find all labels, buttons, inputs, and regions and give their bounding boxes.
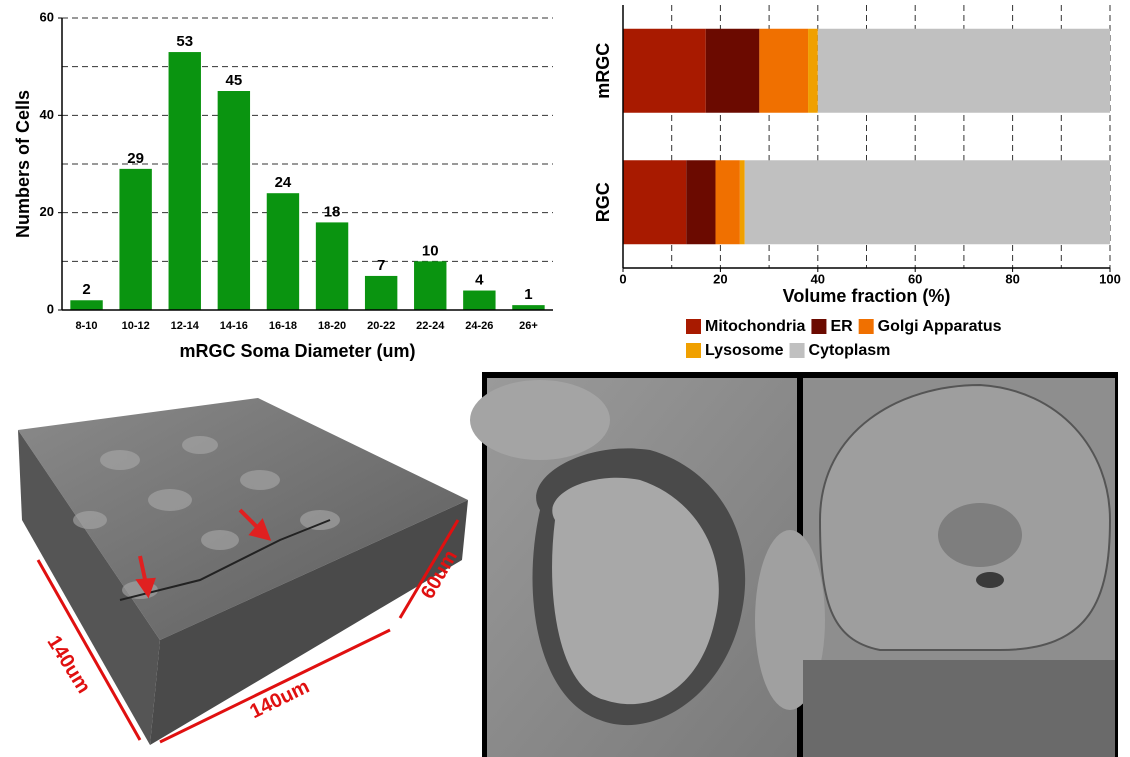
- bar-segment: [716, 160, 740, 244]
- x-tick-label: 12-14: [171, 320, 200, 332]
- bar: [70, 300, 102, 310]
- figure: 140um 140um 60um 020406028-102910-125312…: [0, 0, 1130, 757]
- value-label: 45: [226, 72, 243, 89]
- y-tick-label: 20: [40, 204, 54, 219]
- x-tick-label: 20-22: [367, 320, 395, 332]
- x-tick-label: 14-16: [220, 320, 248, 332]
- x-tick-label: 40: [811, 271, 825, 286]
- value-label: 18: [324, 203, 341, 220]
- x-axis-label: Volume fraction (%): [783, 286, 951, 306]
- bar: [316, 222, 348, 310]
- value-label: 10: [422, 242, 439, 259]
- bar-segment: [759, 29, 808, 113]
- x-tick-label: 100: [1099, 271, 1121, 286]
- legend-swatch: [790, 343, 805, 358]
- y-tick-label: 0: [47, 301, 54, 316]
- value-label: 1: [524, 286, 532, 303]
- bar: [267, 193, 299, 310]
- x-tick-label: 24-26: [465, 320, 493, 332]
- legend-swatch: [686, 343, 701, 358]
- x-tick-label: 22-24: [416, 320, 445, 332]
- x-tick-label: 8-10: [76, 320, 98, 332]
- legend-swatch: [686, 319, 701, 334]
- bar-segment: [808, 29, 818, 113]
- bar-segment: [745, 160, 1110, 244]
- bar: [218, 91, 250, 310]
- bar-segment: [623, 29, 706, 113]
- x-axis-label: mRGC Soma Diameter (um): [179, 341, 415, 361]
- y-tick-label: RGC: [593, 182, 613, 222]
- x-tick-label: 18-20: [318, 320, 346, 332]
- legend-swatch: [811, 319, 826, 334]
- x-tick-label: 10-12: [122, 320, 150, 332]
- volume-render: [18, 398, 468, 745]
- x-tick-label: 20: [713, 271, 727, 286]
- value-label: 7: [377, 257, 385, 274]
- em-images: [470, 372, 1118, 757]
- x-tick-label: 16-18: [269, 320, 297, 332]
- x-tick-label: 80: [1005, 271, 1019, 286]
- legend-label: Golgi Apparatus: [878, 318, 1002, 335]
- bar-segment: [706, 29, 760, 113]
- bar: [119, 169, 151, 310]
- value-label: 4: [475, 272, 484, 289]
- bar-segment: [686, 160, 715, 244]
- legend-label: Lysosome: [705, 342, 784, 359]
- bar: [414, 261, 446, 310]
- value-label: 24: [275, 174, 292, 191]
- value-label: 53: [176, 33, 193, 50]
- bar-segment: [740, 160, 745, 244]
- bar: [169, 52, 201, 310]
- legend-label: ER: [830, 318, 853, 335]
- legend-label: Cytoplasm: [809, 342, 891, 359]
- value-label: 2: [82, 281, 90, 298]
- y-tick-label: 60: [40, 9, 54, 24]
- x-tick-label: 60: [908, 271, 922, 286]
- legend-swatch: [859, 319, 874, 334]
- bar: [365, 276, 397, 310]
- y-axis-label: Numbers of Cells: [13, 90, 33, 238]
- x-tick-label: 26+: [519, 320, 538, 332]
- bar-segment: [623, 160, 686, 244]
- depth-label: 140um: [42, 632, 94, 697]
- x-tick-label: 0: [619, 271, 626, 286]
- bar: [463, 291, 495, 310]
- y-tick-label: mRGC: [593, 43, 613, 99]
- bar-segment: [818, 29, 1110, 113]
- y-tick-label: 40: [40, 107, 54, 122]
- value-label: 29: [127, 150, 144, 167]
- legend-label: Mitochondria: [705, 318, 806, 335]
